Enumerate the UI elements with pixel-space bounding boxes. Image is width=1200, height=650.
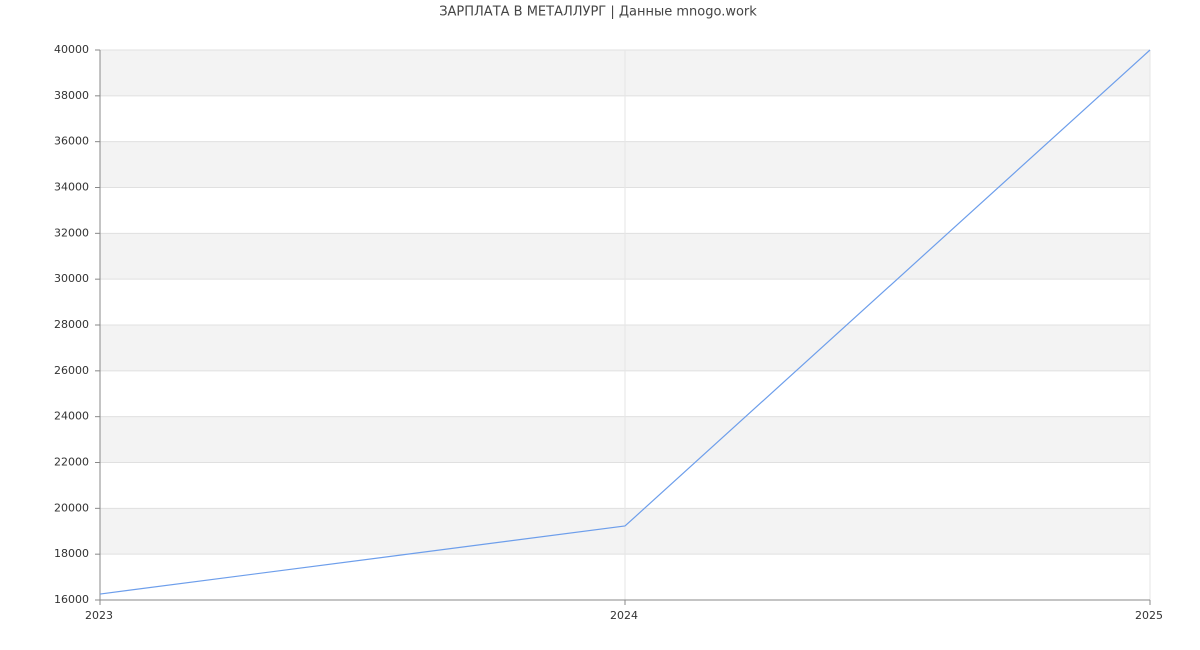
y-tick-label: 28000	[54, 318, 89, 331]
y-tick-label: 34000	[54, 181, 89, 194]
y-tick-label: 40000	[54, 43, 89, 56]
y-tick-label: 20000	[54, 501, 89, 514]
y-tick-label: 26000	[54, 364, 89, 377]
chart-title: ЗАРПЛАТА В МЕТАЛЛУРГ | Данные mnogo.work	[439, 5, 757, 20]
y-tick-label: 32000	[54, 226, 89, 239]
x-tick-label: 2025	[1135, 609, 1163, 622]
x-tick-label: 2023	[85, 609, 113, 622]
y-tick-label: 36000	[54, 135, 89, 148]
x-tick-label: 2024	[610, 609, 638, 622]
line	[99, 49, 1151, 595]
y-tick-label: 22000	[54, 456, 89, 469]
y-tick-label: 18000	[54, 547, 89, 560]
y-tick-label: 30000	[54, 272, 89, 285]
y-tick-label: 38000	[54, 89, 89, 102]
y-tick-label: 16000	[54, 593, 89, 606]
y-tick-label: 24000	[54, 410, 89, 423]
